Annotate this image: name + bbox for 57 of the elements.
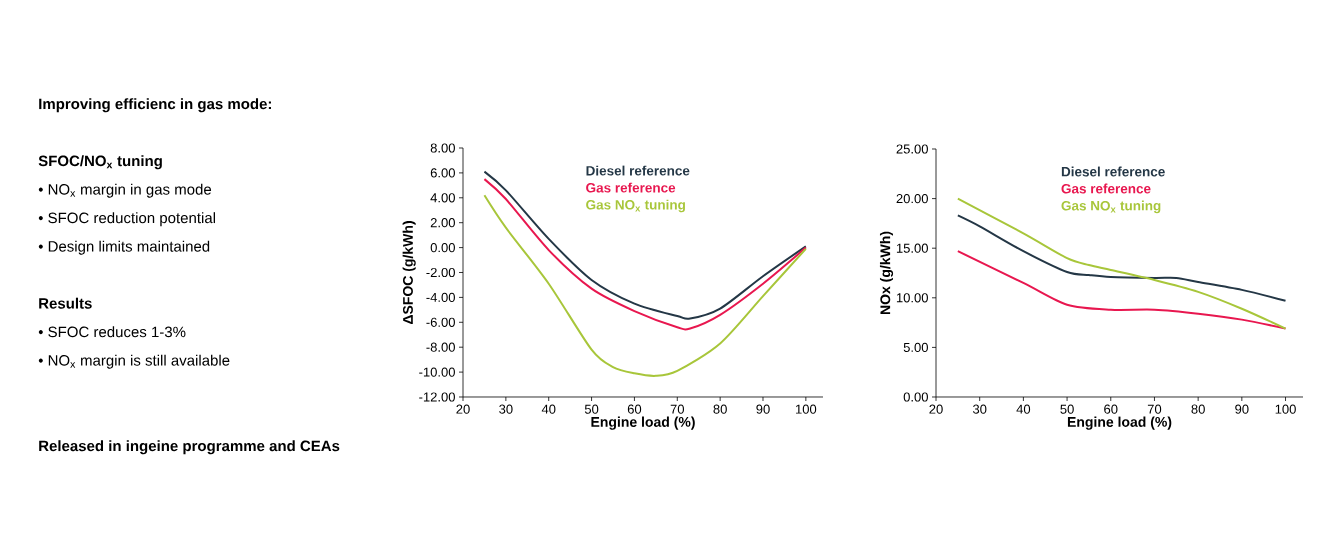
- line-series: [956, 197, 1287, 330]
- x-tick-label: 40: [541, 404, 556, 414]
- x-tick-label: 50: [584, 404, 599, 414]
- y-tick-label: -6.00: [426, 317, 455, 327]
- y-tick-label: 0.00: [903, 392, 928, 402]
- text: Gas reference: [1061, 183, 1151, 194]
- y-tick-label: -4.00: [426, 292, 455, 302]
- x-tick-label: 80: [713, 404, 727, 414]
- x-tick-label: 30: [499, 404, 513, 414]
- x-tick-label: 20: [929, 404, 943, 414]
- y-axis-title: NOx (g/kWh): [879, 231, 894, 315]
- y-tick-label: -2.00: [426, 267, 455, 278]
- x-tick-label: 70: [670, 404, 685, 414]
- text: • NO$_{x}$ margin is still available: [38, 354, 230, 369]
- x-tick-label: 90: [756, 404, 770, 414]
- y-tick-label: 8.00: [430, 143, 455, 153]
- y-tick-label: 20.00: [896, 193, 928, 204]
- text: Results: [39, 297, 92, 309]
- line-series: [483, 194, 807, 377]
- text: • NO$_{x}$ margin in gas mode: [38, 183, 212, 198]
- y-tick-label: 25.00: [896, 144, 928, 154]
- x-axis-title: Engine load (%): [1067, 416, 1172, 430]
- text: Gas NO$_{x}$ tuning: [1061, 200, 1161, 214]
- x-tick-label: 80: [1191, 404, 1205, 414]
- x-tick-label: 20: [456, 404, 470, 414]
- text: Released in ingeine programme and CEAs: [39, 440, 340, 455]
- x-tick-label: 90: [1235, 404, 1249, 414]
- text: Gas NO$_{x}$ tuning: [586, 199, 685, 213]
- text: SFOC/NO$_{x}$ tuning: [38, 155, 162, 170]
- text: Gas reference: [586, 182, 676, 193]
- x-tick-label: 60: [627, 404, 642, 414]
- y-tick-label: 0.00: [430, 242, 455, 253]
- x-axis-title: Engine load (%): [591, 416, 695, 430]
- y-tick-label: -12.00: [419, 392, 455, 402]
- x-tick-label: 50: [1060, 404, 1074, 414]
- y-tick-label: -10.00: [419, 367, 455, 377]
- y-tick-label: 5.00: [903, 342, 928, 352]
- x-tick-label: 60: [1104, 404, 1118, 414]
- y-axis-title: ΔSFOC (g/kWh): [402, 221, 416, 325]
- text: • SFOC reduces 1-3%: [38, 326, 186, 338]
- text: Improving efficienc in gas mode:: [39, 98, 271, 113]
- x-tick-label: 70: [1147, 404, 1162, 414]
- y-tick-label: 10.00: [896, 293, 928, 303]
- line-series: [956, 214, 1287, 302]
- y-tick-label: 2.00: [430, 218, 455, 228]
- text: Diesel reference: [586, 165, 690, 176]
- text: • Design limits maintained: [38, 240, 210, 255]
- x-tick-label: 100: [1275, 404, 1296, 414]
- y-tick-label: 6.00: [430, 168, 455, 178]
- x-tick-label: 100: [796, 404, 817, 414]
- text: • SFOC reduction potential: [38, 212, 215, 227]
- y-tick-label: 4.00: [430, 193, 455, 203]
- y-tick-label: 15.00: [896, 243, 928, 253]
- x-tick-label: 40: [1016, 404, 1031, 414]
- x-tick-label: 30: [972, 404, 987, 414]
- text: Diesel reference: [1061, 166, 1165, 177]
- y-tick-label: -8.00: [426, 342, 455, 352]
